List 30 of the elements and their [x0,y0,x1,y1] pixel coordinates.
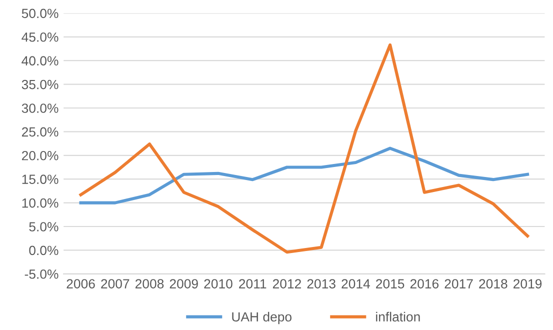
y-tick-label: 50.0% [22,8,58,18]
y-tick-label: 10.0% [22,198,58,208]
y-tick-label: 15.0% [22,174,58,184]
y-tick-label: -5.0% [24,269,58,279]
x-tick-label: 2009 [170,279,198,288]
x-tick-label: 2008 [135,279,164,288]
x-tick-label: 2016 [410,279,439,288]
line-series [79,43,530,254]
y-tick-label: 35.0% [22,80,58,90]
legend-label: inflation [376,312,420,322]
y-tick-label: 20.0% [22,150,58,160]
x-tick-label: 2010 [204,279,232,288]
y-tick-label: 25.0% [22,127,58,137]
x-tick-label: 2019 [514,279,542,288]
x-tick-label: 2007 [101,279,130,288]
x-tick-label: 2014 [342,279,370,288]
line-series [79,146,530,204]
x-tick-label: 2018 [479,279,508,288]
y-tick-label: 40.0% [22,56,58,66]
x-tick-label: 2013 [307,279,336,288]
y-tick-label: 5.0% [29,222,58,232]
y-tick-label: 30.0% [22,104,58,113]
x-tick-label: 2011 [239,279,266,288]
y-tick-label: 45.0% [22,32,58,42]
legend-label: UAH depo [232,312,292,324]
x-tick-label: 2006 [66,279,95,288]
y-tick-label: 0.0% [29,246,58,256]
x-tick-label: 2012 [272,279,301,288]
x-tick-label: 2015 [376,279,404,288]
x-tick-label: 2017 [444,279,473,288]
